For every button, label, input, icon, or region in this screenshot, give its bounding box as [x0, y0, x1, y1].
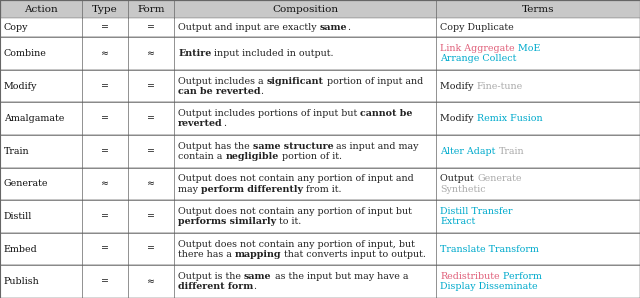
Text: .: .: [223, 119, 226, 128]
Text: Type: Type: [92, 4, 118, 13]
Text: Combine: Combine: [4, 49, 47, 58]
Text: MoE: MoE: [515, 44, 540, 53]
Text: =: =: [101, 212, 109, 221]
Text: =: =: [101, 147, 109, 156]
Text: Redistribute: Redistribute: [440, 272, 500, 281]
Bar: [0, 135, 640, 168]
Text: from it.: from it.: [303, 184, 342, 193]
Text: performs similarly: performs similarly: [178, 217, 276, 226]
Text: mapping: mapping: [235, 250, 282, 259]
Bar: [0, 18, 640, 37]
Text: Display Disseminate: Display Disseminate: [440, 282, 538, 291]
Text: Composition: Composition: [272, 4, 339, 13]
Text: Remix Fusion: Remix Fusion: [477, 114, 543, 123]
Text: ≈: ≈: [147, 277, 155, 286]
Text: there has a: there has a: [178, 250, 235, 259]
Text: cannot be: cannot be: [360, 109, 413, 118]
Text: same: same: [244, 272, 271, 281]
Text: negligible: negligible: [225, 152, 278, 161]
Text: Output and input are exactly: Output and input are exactly: [178, 23, 320, 32]
Text: Output has the: Output has the: [178, 142, 253, 151]
Bar: [0, 200, 640, 233]
Text: .: .: [253, 282, 257, 291]
Text: Train: Train: [499, 147, 525, 156]
Text: ≈: ≈: [147, 49, 155, 58]
Text: Alter Adapt: Alter Adapt: [440, 147, 499, 156]
Bar: [0, 0, 640, 18]
Text: Output does not contain any portion of input but: Output does not contain any portion of i…: [178, 207, 412, 216]
Text: Distill Transfer: Distill Transfer: [440, 207, 513, 216]
Text: ≈: ≈: [101, 49, 109, 58]
Text: Arrange Collect: Arrange Collect: [440, 54, 517, 63]
Text: different form: different form: [178, 282, 253, 291]
Text: contain a: contain a: [178, 152, 225, 161]
Text: Output includes a: Output includes a: [178, 77, 267, 86]
Text: =: =: [147, 212, 155, 221]
Text: Embed: Embed: [4, 245, 38, 254]
Text: same structure: same structure: [253, 142, 333, 151]
Text: Train: Train: [4, 147, 29, 156]
Bar: [0, 233, 640, 266]
Text: Link Aggregate: Link Aggregate: [440, 44, 515, 53]
Text: to it.: to it.: [276, 217, 301, 226]
Text: =: =: [147, 114, 155, 123]
Text: Generate: Generate: [477, 174, 522, 183]
Text: =: =: [101, 277, 109, 286]
Text: Entire: Entire: [178, 49, 211, 58]
Text: =: =: [147, 82, 155, 91]
Text: as the input but may have a: as the input but may have a: [271, 272, 408, 281]
Text: Copy Duplicate: Copy Duplicate: [440, 23, 514, 32]
Text: Form: Form: [138, 4, 164, 13]
Text: =: =: [101, 114, 109, 123]
Text: same: same: [320, 23, 348, 32]
Text: ≈: ≈: [147, 179, 155, 188]
Text: Synthetic: Synthetic: [440, 184, 486, 193]
Text: Modify: Modify: [440, 82, 477, 91]
Text: Output does not contain any portion of input and: Output does not contain any portion of i…: [178, 174, 414, 183]
Text: Perform: Perform: [500, 272, 542, 281]
Text: Amalgamate: Amalgamate: [4, 114, 65, 123]
Text: Terms: Terms: [522, 4, 554, 13]
Bar: [0, 168, 640, 200]
Bar: [0, 266, 640, 298]
Text: Publish: Publish: [4, 277, 40, 286]
Bar: [0, 70, 640, 103]
Text: .: .: [348, 23, 350, 32]
Text: Action: Action: [24, 4, 58, 13]
Text: input included in output.: input included in output.: [211, 49, 334, 58]
Text: Output: Output: [440, 174, 477, 183]
Text: =: =: [101, 23, 109, 32]
Text: can be reverted: can be reverted: [178, 87, 260, 96]
Text: Modify: Modify: [4, 82, 38, 91]
Text: reverted: reverted: [178, 119, 223, 128]
Text: Extract: Extract: [440, 217, 476, 226]
Text: Fine-tune: Fine-tune: [477, 82, 524, 91]
Text: =: =: [147, 245, 155, 254]
Bar: [0, 37, 640, 70]
Text: =: =: [101, 245, 109, 254]
Text: =: =: [147, 23, 155, 32]
Text: Output does not contain any portion of input, but: Output does not contain any portion of i…: [178, 240, 415, 249]
Text: that converts input to output.: that converts input to output.: [282, 250, 426, 259]
Text: significant: significant: [267, 77, 324, 86]
Text: may: may: [178, 184, 201, 193]
Text: .: .: [260, 87, 264, 96]
Text: portion of it.: portion of it.: [278, 152, 342, 161]
Text: perform differently: perform differently: [201, 184, 303, 193]
Text: Copy: Copy: [4, 23, 29, 32]
Text: portion of input and: portion of input and: [324, 77, 423, 86]
Text: as input and may: as input and may: [333, 142, 419, 151]
Text: Generate: Generate: [4, 179, 49, 188]
Text: Translate Transform: Translate Transform: [440, 245, 540, 254]
Text: ≈: ≈: [101, 179, 109, 188]
Text: Output includes portions of input but: Output includes portions of input but: [178, 109, 360, 118]
Text: Distill: Distill: [4, 212, 33, 221]
Text: =: =: [147, 147, 155, 156]
Text: =: =: [101, 82, 109, 91]
Bar: [0, 103, 640, 135]
Text: Modify: Modify: [440, 114, 477, 123]
Text: Output is the: Output is the: [178, 272, 244, 281]
